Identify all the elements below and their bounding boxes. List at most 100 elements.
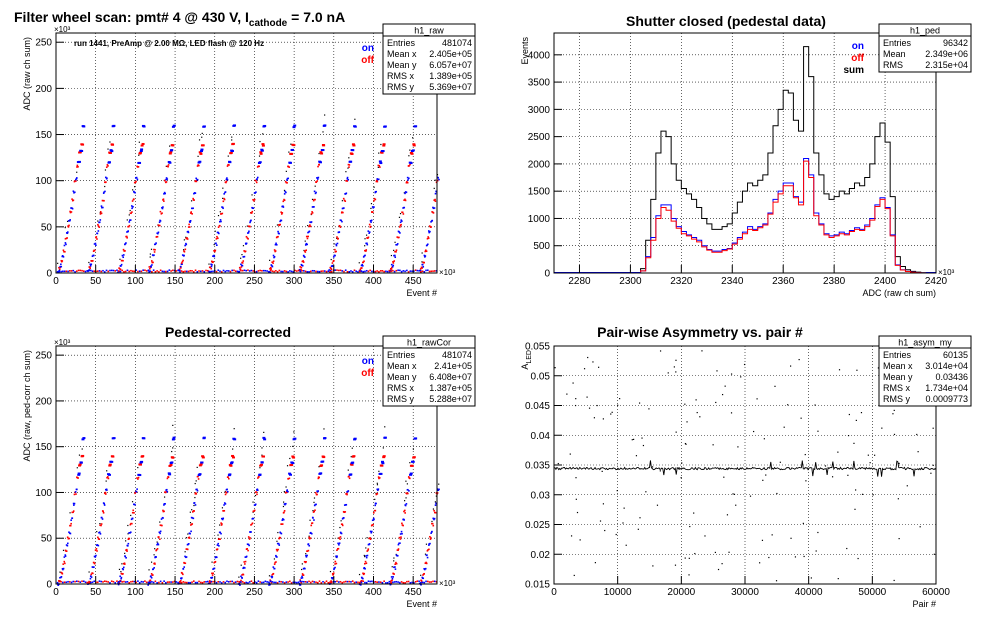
x-axis-label: ADC (raw ch sum) bbox=[862, 288, 936, 298]
data-point bbox=[375, 190, 378, 193]
data-point bbox=[213, 254, 215, 257]
data-point bbox=[185, 556, 188, 558]
plot-frame bbox=[55, 345, 438, 585]
data-point bbox=[572, 382, 574, 384]
y-tick-label: 0.015 bbox=[525, 580, 550, 591]
data-point bbox=[341, 211, 343, 213]
data-point bbox=[273, 567, 276, 570]
data-point bbox=[222, 200, 225, 203]
data-point bbox=[243, 582, 246, 584]
data-point bbox=[390, 254, 393, 257]
axes-asym: 0 10000 20000 30000 40000 50000 600000.0150.02… bbox=[525, 342, 950, 599]
data-point bbox=[399, 213, 402, 215]
data-point bbox=[184, 581, 186, 584]
data-point bbox=[76, 467, 78, 469]
data-point bbox=[274, 250, 277, 252]
data-point bbox=[104, 190, 106, 193]
data-point bbox=[276, 549, 279, 552]
data-point bbox=[160, 518, 163, 520]
data-point bbox=[315, 581, 317, 584]
data-point bbox=[202, 436, 206, 439]
data-point bbox=[221, 206, 224, 209]
data-point bbox=[403, 199, 405, 201]
data-point bbox=[137, 580, 139, 582]
data-point bbox=[320, 582, 323, 584]
data-point bbox=[374, 580, 377, 583]
data-point bbox=[422, 574, 424, 576]
data-point bbox=[102, 269, 104, 272]
data-point bbox=[596, 404, 598, 407]
data-point bbox=[414, 125, 418, 128]
data-point bbox=[241, 574, 243, 576]
data-point bbox=[99, 213, 102, 215]
data-point bbox=[219, 581, 221, 583]
data-point bbox=[133, 186, 136, 188]
data-point bbox=[105, 181, 107, 183]
data-point bbox=[98, 531, 101, 534]
data-point bbox=[147, 581, 150, 584]
data-point bbox=[302, 260, 304, 262]
data-point bbox=[438, 488, 440, 491]
data-point bbox=[213, 243, 215, 246]
data-point bbox=[432, 270, 434, 272]
data-point bbox=[81, 454, 85, 457]
data-point bbox=[78, 464, 82, 467]
data-point bbox=[103, 191, 105, 194]
data-point bbox=[367, 580, 370, 583]
data-point bbox=[107, 165, 109, 167]
data-point bbox=[141, 142, 145, 145]
data-point bbox=[800, 417, 802, 419]
data-point bbox=[137, 476, 140, 479]
data-point bbox=[337, 537, 339, 539]
data-point bbox=[372, 512, 375, 514]
data-point bbox=[68, 219, 71, 222]
data-point bbox=[177, 269, 179, 272]
chart-title-text: Shutter closed (pedestal data) bbox=[626, 13, 826, 29]
data-point bbox=[726, 514, 729, 516]
data-point bbox=[243, 561, 246, 563]
data-point bbox=[318, 161, 322, 164]
data-point bbox=[156, 548, 159, 550]
data-point bbox=[347, 163, 350, 166]
data-point bbox=[379, 472, 383, 475]
data-point bbox=[220, 271, 223, 273]
data-point bbox=[250, 531, 252, 533]
data-point bbox=[332, 256, 335, 258]
data-point bbox=[263, 431, 265, 433]
data-point bbox=[61, 572, 63, 574]
data-point bbox=[420, 574, 422, 576]
data-point bbox=[159, 532, 161, 535]
data-point bbox=[434, 511, 437, 514]
stats-key: Entries bbox=[387, 350, 416, 360]
data-point bbox=[71, 511, 74, 514]
data-point bbox=[425, 269, 427, 272]
x-tick-label: 350 bbox=[325, 276, 342, 287]
data-point bbox=[213, 567, 216, 570]
data-point bbox=[651, 466, 654, 468]
data-point bbox=[96, 238, 98, 240]
data-point bbox=[333, 568, 335, 571]
data-point bbox=[76, 166, 78, 168]
data-point bbox=[397, 549, 399, 552]
data-point bbox=[187, 581, 190, 584]
data-point bbox=[127, 225, 130, 228]
data-point bbox=[557, 462, 559, 465]
chart-title-subscript: cathode bbox=[249, 18, 288, 29]
data-point bbox=[846, 547, 848, 550]
data-point bbox=[371, 206, 374, 208]
x-tick-label: 300 bbox=[286, 587, 303, 598]
data-point bbox=[226, 165, 229, 167]
data-point bbox=[315, 191, 317, 194]
data-point bbox=[129, 209, 131, 212]
data-point bbox=[401, 220, 403, 222]
data-point bbox=[273, 558, 276, 560]
data-point bbox=[428, 231, 430, 234]
data-point bbox=[163, 191, 166, 194]
data-point bbox=[337, 547, 340, 550]
data-point bbox=[114, 270, 117, 272]
data-point bbox=[304, 567, 306, 570]
data-point bbox=[312, 517, 314, 519]
data-point bbox=[193, 502, 196, 504]
data-point bbox=[383, 580, 385, 583]
data-point bbox=[426, 269, 429, 272]
